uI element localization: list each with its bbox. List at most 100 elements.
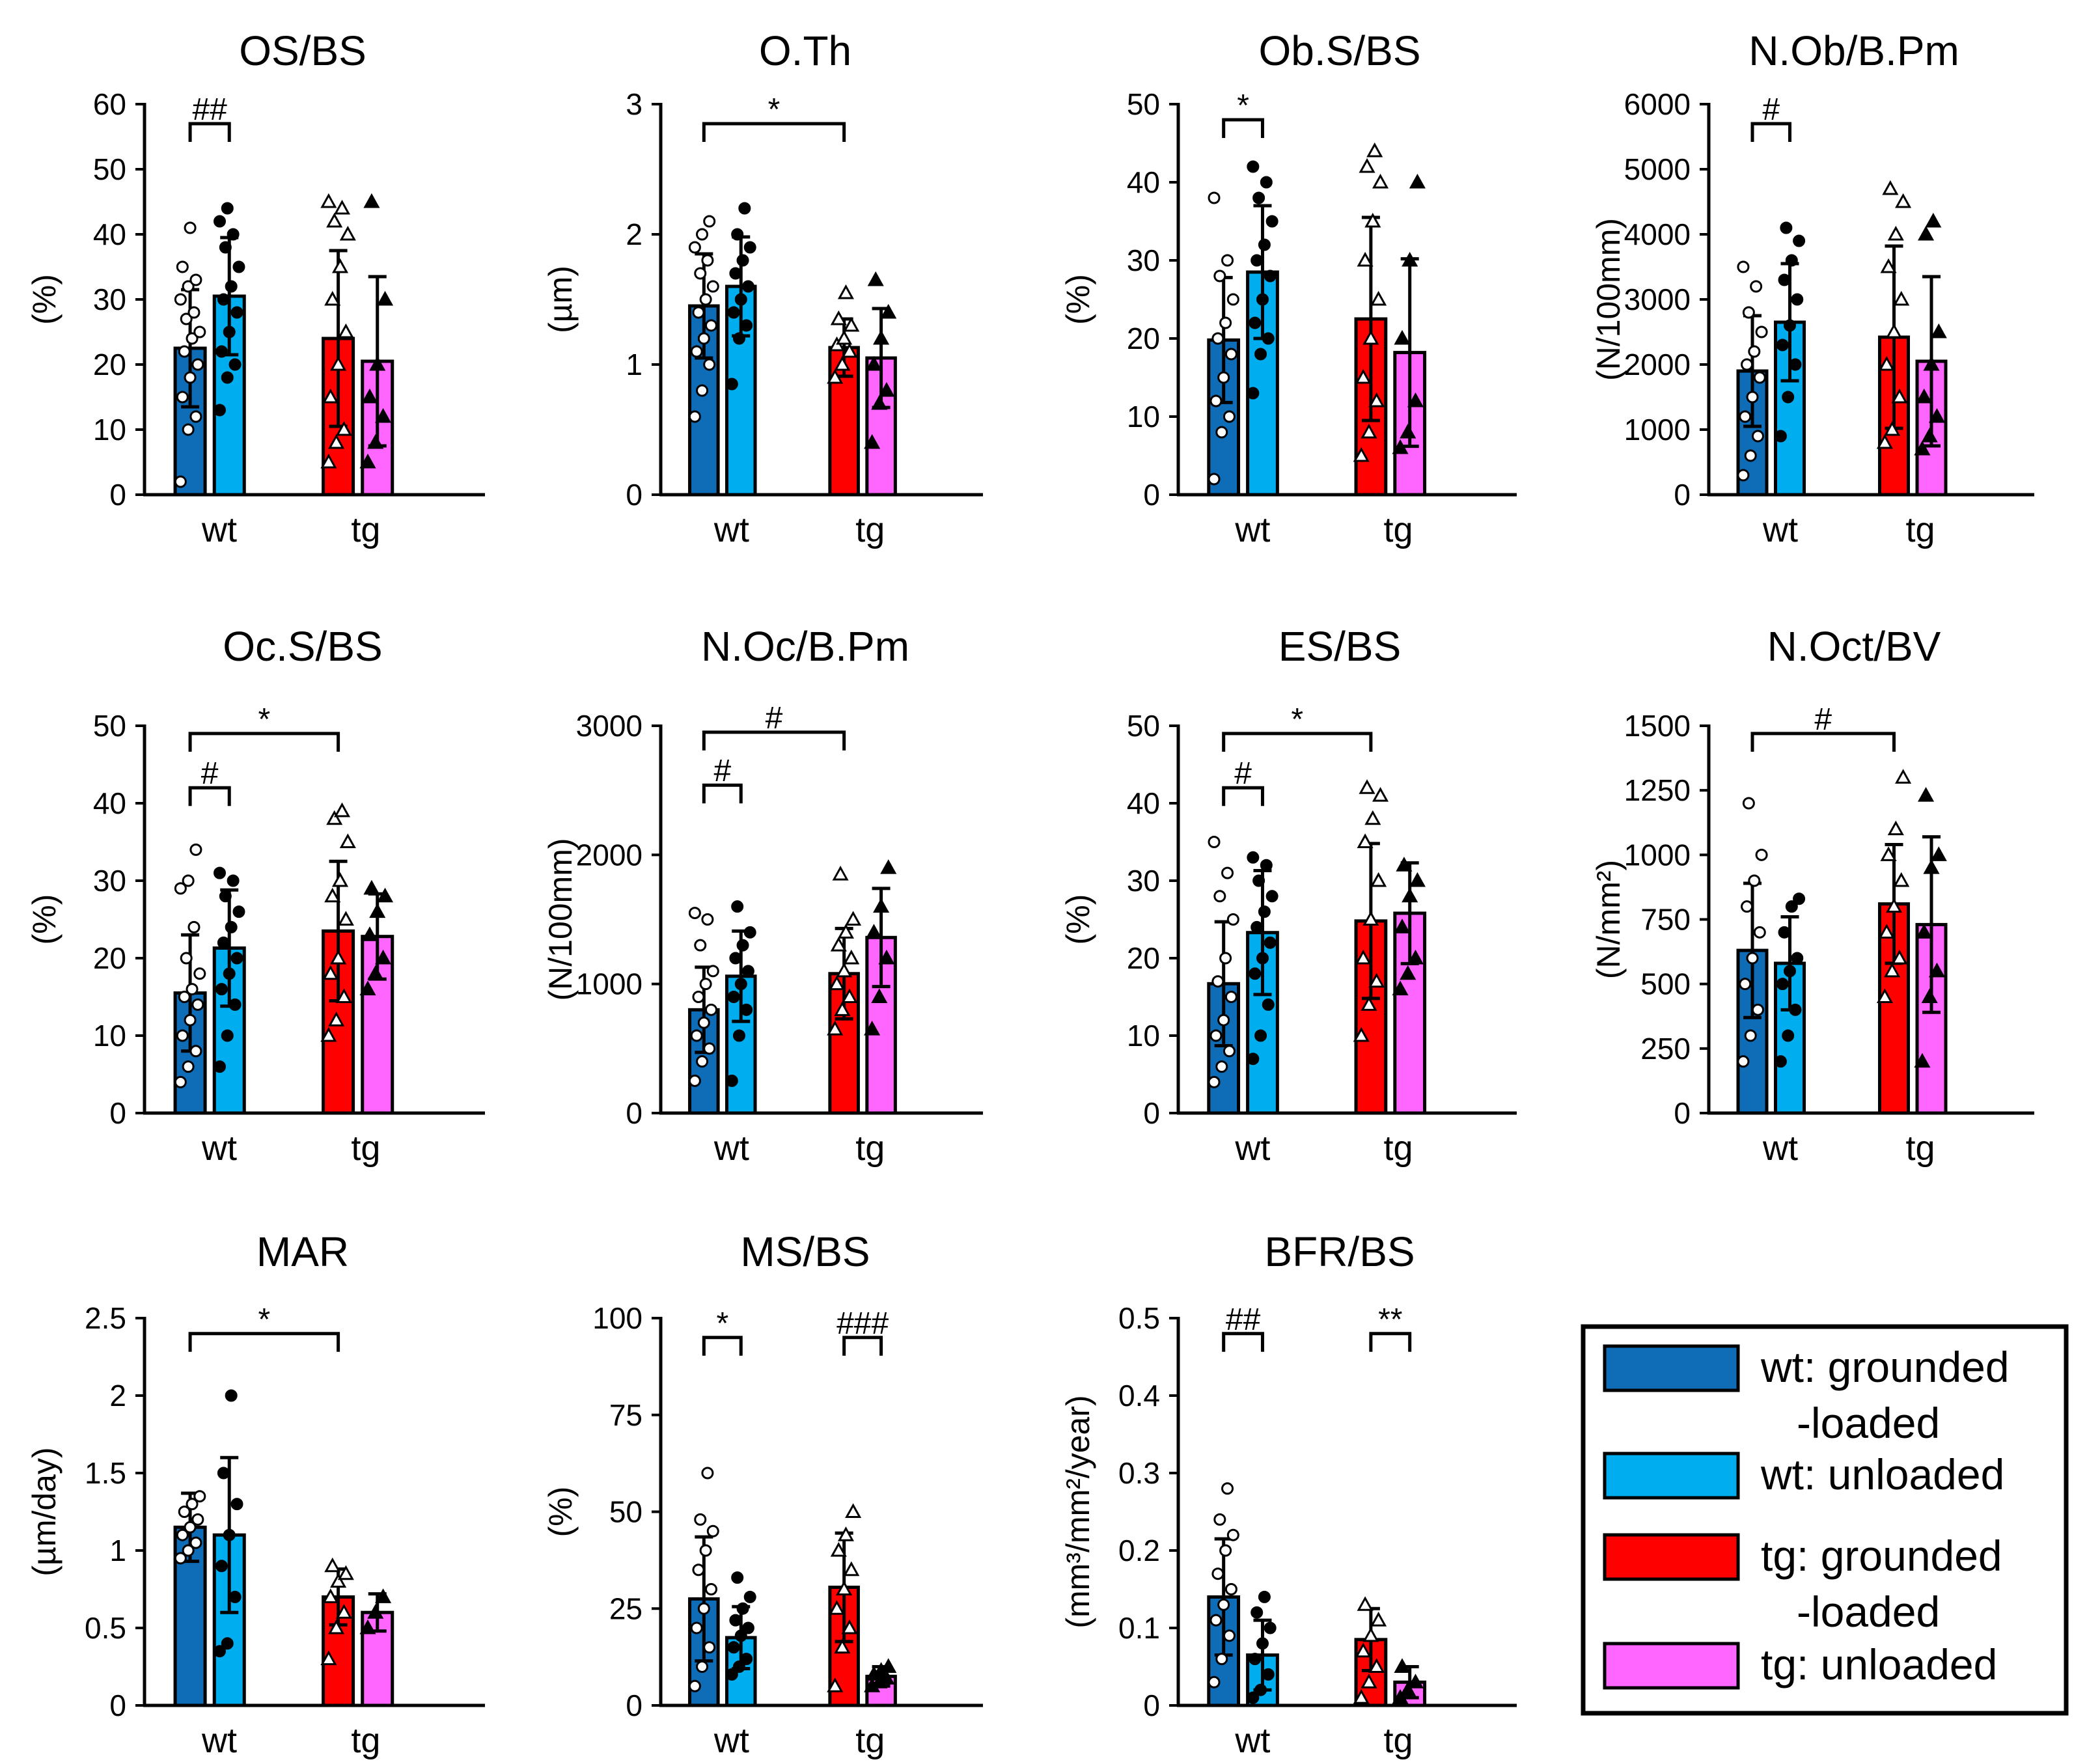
y-tick-label: 50 bbox=[1127, 87, 1160, 121]
data-point bbox=[367, 434, 384, 449]
data-point bbox=[703, 1042, 716, 1055]
x-group-label: wt bbox=[713, 1721, 749, 1760]
data-point bbox=[230, 952, 243, 965]
y-axis-label: (%) bbox=[542, 1487, 579, 1537]
significance-label: # bbox=[766, 701, 783, 736]
data-point bbox=[184, 1013, 197, 1027]
data-point bbox=[369, 903, 386, 918]
data-point bbox=[186, 1498, 199, 1511]
data-point bbox=[1928, 962, 1945, 978]
data-point bbox=[1213, 890, 1226, 903]
data-point bbox=[1392, 1689, 1409, 1704]
data-point bbox=[1878, 924, 1895, 939]
data-point bbox=[1876, 988, 1893, 1003]
data-point bbox=[706, 1524, 719, 1537]
data-point bbox=[1251, 1606, 1264, 1619]
data-point bbox=[1891, 949, 1908, 965]
y-tick-label: 0 bbox=[1674, 478, 1691, 512]
data-point bbox=[836, 962, 853, 978]
data-point bbox=[1402, 887, 1418, 903]
data-point bbox=[1224, 991, 1237, 1003]
data-point bbox=[1793, 234, 1806, 247]
data-point bbox=[1409, 872, 1426, 887]
significance-label: * bbox=[716, 1306, 728, 1341]
data-point bbox=[843, 949, 860, 965]
data-point bbox=[694, 1513, 707, 1526]
data-point bbox=[1208, 836, 1221, 848]
chart-panel-1: O.Th (µm) 0 1 2 3 wt tg * bbox=[542, 27, 983, 549]
data-point bbox=[688, 241, 701, 254]
data-point bbox=[1791, 293, 1804, 306]
significance-label: ## bbox=[192, 92, 227, 127]
data-point bbox=[1217, 1598, 1230, 1611]
data-point bbox=[699, 978, 712, 991]
x-group-label: tg bbox=[1383, 1129, 1413, 1168]
significance-label: * bbox=[1237, 89, 1249, 123]
data-point bbox=[178, 1506, 191, 1518]
data-point bbox=[320, 453, 337, 469]
data-point bbox=[335, 988, 352, 1003]
data-point bbox=[697, 1016, 710, 1029]
data-point bbox=[1247, 160, 1260, 173]
data-point bbox=[1751, 430, 1764, 443]
data-point bbox=[213, 404, 226, 417]
data-point bbox=[696, 1661, 709, 1673]
legend-label: tg: unloaded bbox=[1761, 1640, 1997, 1688]
data-point bbox=[827, 1677, 844, 1692]
data-point bbox=[1262, 998, 1275, 1011]
data-point bbox=[1258, 905, 1271, 918]
data-point bbox=[1774, 1055, 1787, 1068]
data-point bbox=[1209, 1614, 1223, 1627]
data-point bbox=[326, 810, 343, 825]
data-point bbox=[1925, 212, 1942, 228]
y-tick-label: 10 bbox=[1127, 400, 1160, 434]
data-point bbox=[1355, 368, 1372, 384]
chart-title: OS/BS bbox=[239, 27, 366, 74]
data-point bbox=[330, 1573, 347, 1588]
data-point bbox=[880, 859, 897, 874]
data-point bbox=[189, 1536, 202, 1549]
significance-label: # bbox=[1762, 92, 1780, 127]
data-point bbox=[1211, 332, 1224, 345]
data-point bbox=[1784, 319, 1796, 332]
data-point bbox=[1368, 392, 1385, 407]
y-tick-label: 1000 bbox=[1624, 413, 1691, 447]
data-point bbox=[1402, 251, 1418, 267]
data-point bbox=[725, 378, 738, 391]
legend-label: wt: unloaded bbox=[1760, 1450, 2004, 1498]
data-point bbox=[837, 1526, 854, 1541]
y-tick-label: 40 bbox=[1127, 786, 1160, 820]
data-point bbox=[1887, 820, 1904, 836]
y-tick-label: 0 bbox=[626, 1688, 643, 1722]
bar bbox=[1246, 270, 1279, 497]
data-point bbox=[1217, 371, 1230, 384]
data-point bbox=[375, 949, 392, 965]
data-point bbox=[706, 965, 719, 978]
data-point bbox=[732, 332, 745, 345]
data-point bbox=[832, 865, 849, 881]
data-point bbox=[867, 271, 884, 286]
chart-title: Ob.S/BS bbox=[1259, 27, 1421, 74]
data-point bbox=[1400, 965, 1417, 980]
data-point bbox=[359, 1619, 376, 1634]
data-point bbox=[1251, 920, 1264, 933]
data-point bbox=[1893, 290, 1910, 306]
data-point bbox=[217, 293, 230, 306]
data-point bbox=[703, 358, 716, 371]
data-point bbox=[1916, 924, 1933, 939]
data-point bbox=[1355, 949, 1372, 965]
data-point bbox=[1895, 193, 1912, 208]
data-point bbox=[227, 228, 240, 241]
data-point bbox=[193, 325, 206, 338]
data-point bbox=[174, 1552, 187, 1565]
data-point bbox=[1755, 325, 1768, 338]
data-point bbox=[367, 1604, 384, 1619]
data-point bbox=[219, 241, 232, 254]
data-point bbox=[1262, 332, 1275, 345]
data-point bbox=[191, 998, 204, 1011]
data-point bbox=[1364, 810, 1381, 825]
y-axis-label: (N/100mm) bbox=[542, 838, 579, 1000]
y-tick-label: 1 bbox=[109, 1534, 126, 1567]
x-group-label: tg bbox=[855, 1129, 885, 1168]
